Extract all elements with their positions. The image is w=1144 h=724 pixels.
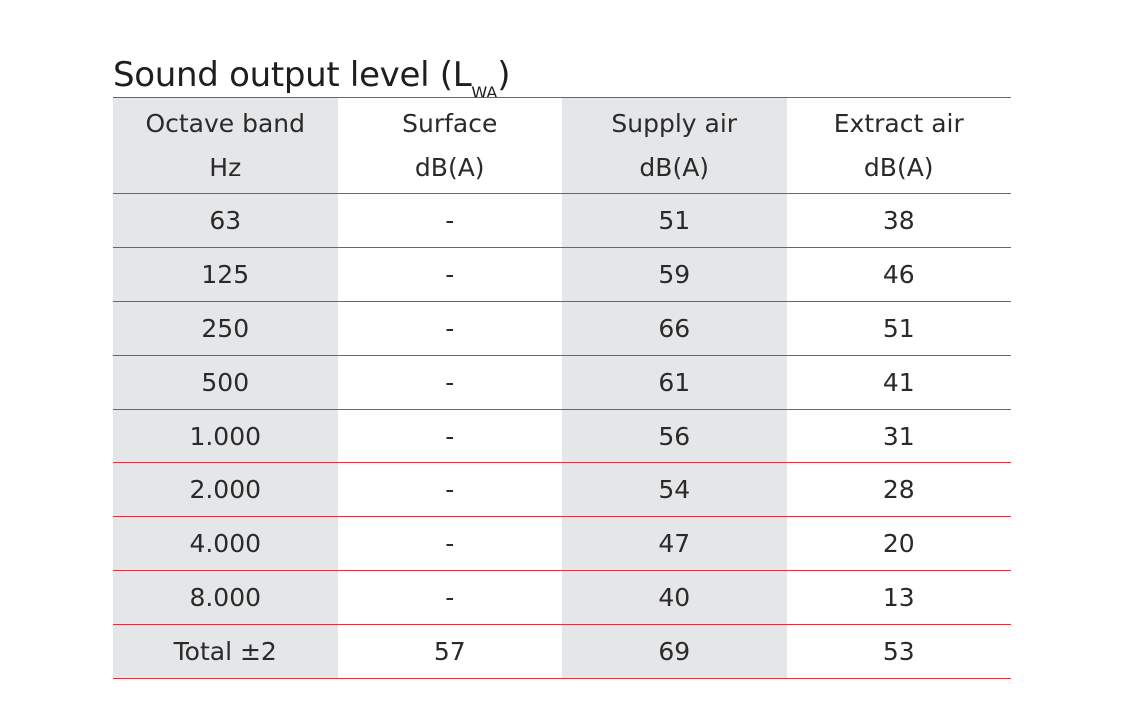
cell-surface: - (445, 313, 455, 343)
title-close-paren: ) (497, 54, 511, 95)
header-octave-band-label: Octave band (145, 108, 306, 138)
header-extract-air-unit: dB(A) (863, 152, 934, 182)
cell-octave-band: 63 (113, 193, 338, 248)
title-main: Sound output level (L (113, 54, 472, 95)
cell-surface: - (445, 529, 455, 559)
cell-surface: - (445, 259, 455, 289)
cell-surface: - (445, 205, 455, 235)
header-supply-air-unit: dB(A) (639, 152, 710, 182)
cell-surface: - (445, 583, 455, 613)
page-title: Sound output level (LWA) (113, 51, 511, 105)
cell-octave-band: 125 (113, 247, 338, 302)
cell-extract-air: 41 (882, 367, 915, 397)
total-row: Total ±2 57 69 53 (113, 624, 1011, 679)
header-row: Octave band Hz Surface dB(A) Supply air … (113, 97, 1012, 194)
cell-extract-air: 38 (882, 205, 915, 235)
header-supply-air: Supply air dB(A) (562, 97, 787, 194)
cell-octave-band: Total ±2 (113, 624, 338, 679)
cell-surface: - (445, 367, 455, 397)
cell-supply-air: 51 (562, 193, 787, 248)
cell-supply-air: 54 (562, 462, 787, 517)
cell-supply-air: 61 (562, 355, 787, 410)
header-surface: Surface dB(A) (338, 98, 563, 194)
cell-extract-air: 31 (882, 421, 915, 451)
cell-supply-air: 47 (562, 516, 787, 571)
cell-extract-air: 20 (882, 529, 915, 559)
table-row: 500 - 61 41 (113, 355, 1011, 410)
cell-supply-air: 56 (562, 409, 787, 463)
cell-supply-air: 59 (562, 247, 787, 302)
cell-extract-air: 46 (882, 259, 915, 289)
header-octave-band: Octave band Hz (113, 97, 338, 194)
table-row: 250 - 66 51 (113, 301, 1011, 356)
cell-octave-band: 2.000 (113, 462, 338, 517)
cell-surface: - (445, 475, 455, 505)
sound-output-table: Octave band Hz Surface dB(A) Supply air … (113, 97, 1011, 679)
header-extract-air: Extract air dB(A) (787, 98, 1012, 194)
cell-octave-band: 4.000 (113, 516, 338, 571)
header-surface-label: Surface (402, 108, 498, 138)
table-row: 4.000 - 47 20 (113, 516, 1011, 571)
cell-extract-air: 28 (882, 475, 915, 505)
header-surface-unit: dB(A) (414, 152, 485, 182)
table-row: 8.000 - 40 13 (113, 570, 1011, 625)
header-octave-band-unit: Hz (209, 152, 242, 182)
cell-octave-band: 500 (113, 355, 338, 410)
cell-supply-air: 40 (562, 570, 787, 625)
table-row: 1.000 - 56 31 (113, 409, 1011, 463)
cell-octave-band: 1.000 (113, 409, 338, 463)
cell-octave-band: 250 (113, 301, 338, 356)
cell-supply-air: 69 (562, 624, 787, 679)
cell-octave-band: 8.000 (113, 570, 338, 625)
header-supply-air-label: Supply air (611, 108, 738, 138)
cell-extract-air: 53 (882, 637, 915, 667)
title-subscript: WA (471, 82, 498, 102)
header-extract-air-label: Extract air (833, 108, 964, 138)
cell-surface: 57 (433, 637, 466, 667)
cell-extract-air: 51 (882, 313, 915, 343)
cell-supply-air: 66 (562, 301, 787, 356)
cell-surface: - (445, 421, 455, 451)
table-row: 63 - 51 38 (113, 193, 1011, 248)
table-row: 2.000 - 54 28 (113, 462, 1011, 517)
cell-extract-air: 13 (882, 583, 915, 613)
table-row: 125 - 59 46 (113, 247, 1011, 302)
